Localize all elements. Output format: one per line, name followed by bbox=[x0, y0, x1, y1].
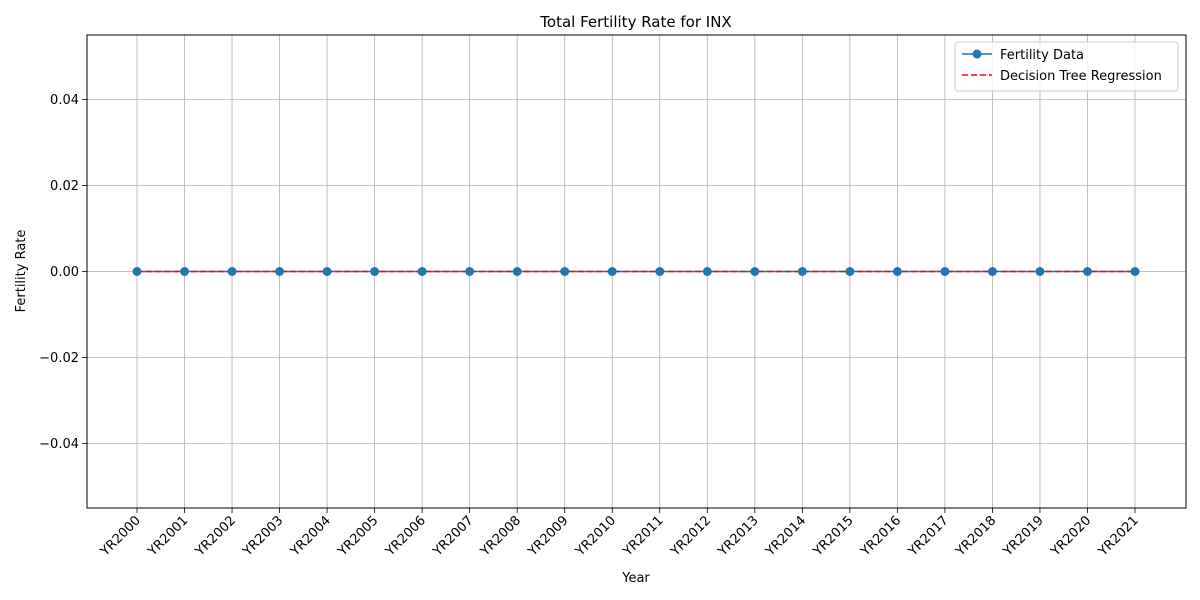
fertility-data-point bbox=[797, 267, 807, 276]
fertility-data-point bbox=[180, 267, 190, 276]
fertility-data-point bbox=[1082, 267, 1092, 276]
legend-label-fertility-data: Fertility Data bbox=[1000, 48, 1084, 63]
legend-label-decision-tree-regression: Decision Tree Regression bbox=[1000, 69, 1162, 84]
legend-marker-fertility-data bbox=[972, 49, 982, 59]
fertility-data-point bbox=[940, 267, 950, 276]
fertility-data-point bbox=[512, 267, 522, 276]
legend-box bbox=[954, 41, 1179, 92]
y-axis-label: Fertility Rate bbox=[14, 230, 29, 313]
fertility-data-point bbox=[1130, 267, 1140, 276]
fertility-data-point bbox=[132, 267, 142, 276]
fertility-data-point bbox=[750, 267, 760, 276]
fertility-data-point bbox=[845, 267, 855, 276]
fertility-data-point bbox=[465, 267, 475, 276]
fertility-data-point bbox=[560, 267, 570, 276]
x-axis-label: Year bbox=[621, 571, 650, 586]
y-tick-label: 0.04 bbox=[50, 93, 79, 108]
fertility-data-point bbox=[417, 267, 427, 276]
y-tick-label: −0.04 bbox=[39, 437, 79, 452]
fertility-data-point bbox=[892, 267, 902, 276]
fertility-data-point bbox=[607, 267, 617, 276]
fertility-data-point bbox=[227, 267, 237, 276]
legend: Fertility Data Decision Tree Regression bbox=[954, 41, 1179, 92]
fertility-data-point bbox=[322, 267, 332, 276]
fertility-data-point bbox=[655, 267, 665, 276]
fertility-data-point bbox=[987, 267, 997, 276]
y-tick-label: 0.02 bbox=[50, 179, 79, 194]
y-tick-label: −0.02 bbox=[39, 351, 79, 366]
chart-title: Total Fertility Rate for INX bbox=[539, 13, 731, 31]
fertility-data-point bbox=[702, 267, 712, 276]
fertility-data-point bbox=[1035, 267, 1045, 276]
series-layer bbox=[132, 267, 1140, 276]
fertility-data-point bbox=[275, 267, 285, 276]
y-tick-label: 0.00 bbox=[50, 265, 79, 280]
fertility-data-point bbox=[370, 267, 380, 276]
